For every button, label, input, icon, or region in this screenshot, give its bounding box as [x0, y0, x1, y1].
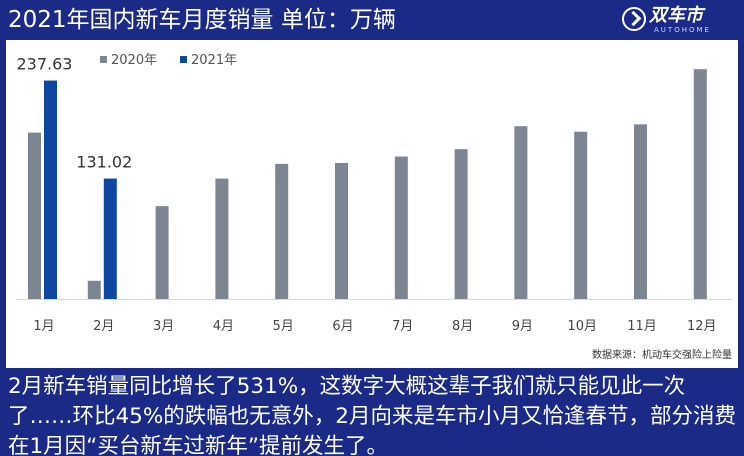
legend-swatch [180, 56, 187, 63]
data-label: 131.02 [76, 153, 132, 172]
bar-2020 [215, 178, 229, 299]
bar-2020 [454, 149, 468, 299]
data-label: 237.63 [17, 55, 73, 74]
page-title: 2021年国内新车月度销量 单位：万辆 [8, 7, 396, 33]
bar-2020 [693, 69, 707, 299]
x-tick-label: 1月 [33, 319, 54, 334]
title-bar: 2021年国内新车月度销量 单位：万辆 双车市 AUTOHOME [0, 0, 744, 40]
bar-2020 [574, 131, 588, 299]
bar-2020 [514, 126, 528, 299]
bar-2020 [394, 156, 408, 299]
legend-label: 2020年 [111, 53, 157, 68]
article-text: 2月新车销量同比增长了531%，这数字大概这辈子我们就只能见此一次了……环比45… [8, 374, 736, 456]
x-tick-label: 11月 [627, 319, 657, 334]
bar-2020 [335, 162, 348, 299]
x-tick-label: 6月 [332, 319, 353, 334]
data-source-note: 数据来源：机动车交强险上险量 [592, 350, 732, 361]
logo-subtext: AUTOHOME [654, 26, 711, 34]
bar-2020 [28, 132, 41, 299]
bar-2021 [103, 178, 117, 299]
x-tick-label: 5月 [273, 319, 294, 334]
x-tick-label: 9月 [512, 319, 533, 334]
bar-2020 [634, 124, 647, 299]
legend-label: 2021年 [191, 53, 237, 68]
x-tick-label: 7月 [392, 319, 413, 334]
x-tick-label: 2月 [93, 319, 114, 334]
x-tick-label: 8月 [452, 319, 473, 334]
logo-badge-icon [622, 7, 646, 31]
bar-chart: 2020年 2021年 237.63 1月 131.02 2月 3月 4月 5月 6月 7月 8月 9月… [16, 53, 732, 334]
bar-2020 [155, 206, 169, 299]
x-tick-label: 12月 [687, 319, 717, 334]
bar-2021 [44, 80, 57, 299]
x-tick-label: 4月 [213, 319, 234, 334]
x-tick-label: 10月 [567, 319, 597, 334]
bar-2020 [275, 163, 289, 299]
chart-panel: 2020年 2021年 237.63 1月 131.02 2月 3月 4月 5月 6月 7月 8月 9月… [6, 40, 738, 368]
logo-text: 双车市 [649, 5, 703, 26]
legend-swatch [100, 56, 107, 63]
x-tick-label: 3月 [153, 319, 174, 334]
brand-logo: 双车市 AUTOHOME [616, 2, 736, 38]
bar-2020 [87, 280, 101, 299]
